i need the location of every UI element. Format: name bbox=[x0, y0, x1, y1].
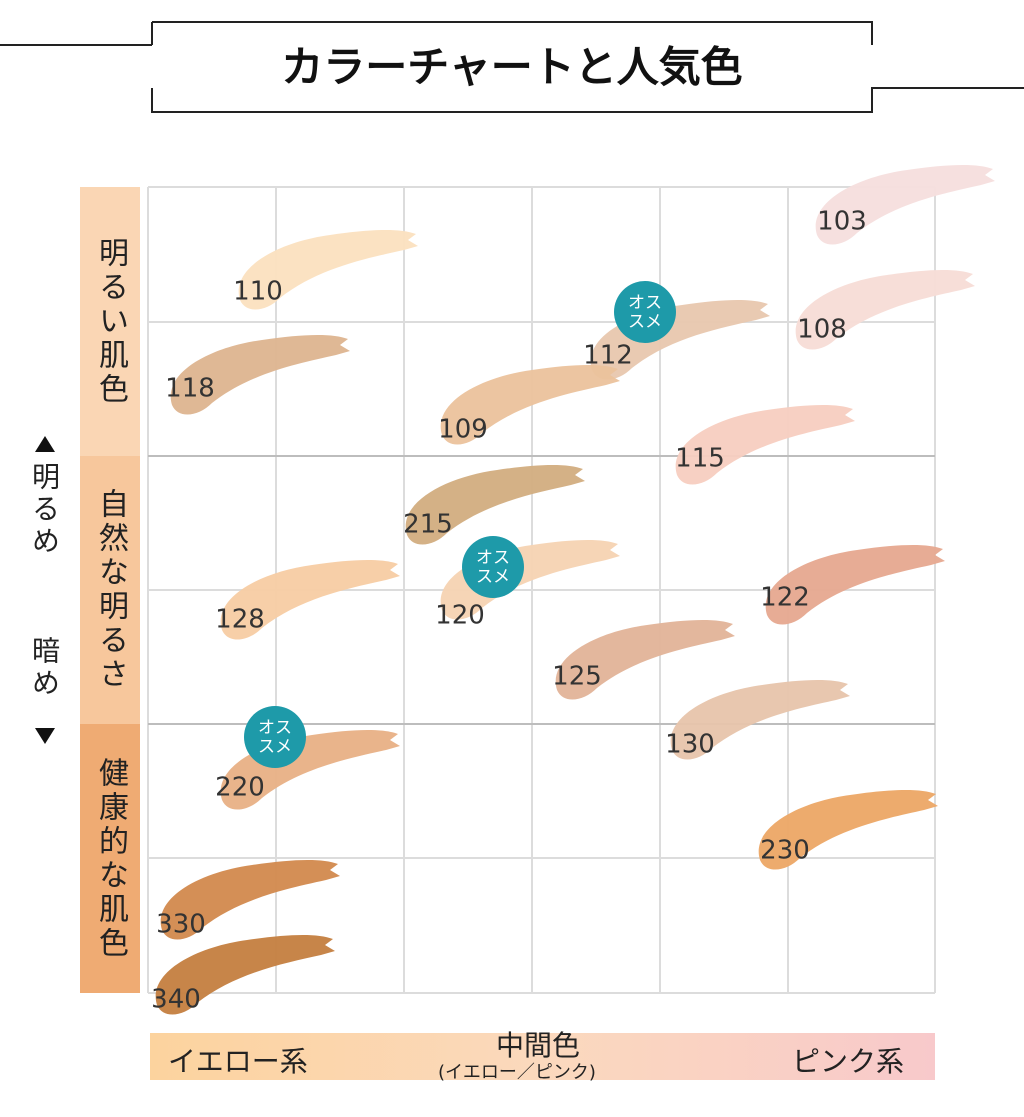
swatch-stroke bbox=[160, 859, 340, 940]
badge-text: スメ bbox=[258, 737, 292, 757]
swatch-label: 109 bbox=[438, 415, 488, 445]
swatch bbox=[405, 464, 585, 545]
swatch-label: 125 bbox=[552, 662, 602, 692]
row-band bbox=[80, 724, 140, 993]
y-axis-bottom: 暗め bbox=[28, 636, 61, 700]
swatch-label: 115 bbox=[675, 444, 725, 474]
swatch-stroke bbox=[815, 164, 995, 245]
swatch-label: 120 bbox=[435, 601, 485, 631]
title-frame bbox=[0, 21, 1024, 113]
swatch-stroke bbox=[670, 679, 850, 760]
swatch bbox=[155, 934, 335, 1015]
swatch bbox=[670, 679, 850, 760]
swatch-label: 220 bbox=[215, 773, 265, 803]
badge-text: オス bbox=[258, 718, 292, 738]
badge-text: オス bbox=[476, 548, 510, 568]
swatch bbox=[238, 229, 418, 310]
y-axis-top: 明るめ bbox=[28, 462, 61, 558]
swatch-label: 340 bbox=[151, 985, 201, 1015]
swatch-stroke bbox=[758, 789, 938, 870]
swatch bbox=[795, 269, 975, 350]
swatch bbox=[440, 364, 620, 445]
row-label: 自然な明るさ bbox=[93, 488, 128, 692]
swatch-stroke bbox=[155, 934, 335, 1015]
swatch bbox=[555, 619, 735, 700]
swatch-stroke bbox=[765, 544, 945, 625]
badge bbox=[244, 706, 306, 768]
badge-text: スメ bbox=[476, 567, 510, 587]
swatch bbox=[765, 544, 945, 625]
badge-text: オス bbox=[628, 293, 662, 313]
badge-text: スメ bbox=[628, 312, 662, 332]
swatch-stroke bbox=[238, 229, 418, 310]
row-label: 明るい肌色 bbox=[93, 236, 128, 407]
swatch-stroke bbox=[405, 464, 585, 545]
swatch-label: 330 bbox=[156, 910, 206, 940]
badge bbox=[462, 536, 524, 598]
swatch bbox=[160, 859, 340, 940]
swatch-label: 230 bbox=[760, 836, 810, 866]
swatch-stroke bbox=[795, 269, 975, 350]
swatch bbox=[758, 789, 938, 870]
swatch-stroke bbox=[170, 334, 350, 415]
swatch-label: 118 bbox=[165, 374, 215, 404]
swatch-stroke bbox=[440, 364, 620, 445]
swatch-label: 108 bbox=[797, 315, 847, 345]
x-axis-middle: 中間色 bbox=[496, 1029, 581, 1062]
swatch-label: 215 bbox=[403, 510, 453, 540]
x-axis-left: イエロー系 bbox=[168, 1045, 308, 1078]
swatch-label: 130 bbox=[665, 730, 715, 760]
x-axis-band bbox=[150, 1033, 935, 1080]
swatch-label: 122 bbox=[760, 583, 810, 613]
badge bbox=[614, 281, 676, 343]
swatch bbox=[675, 404, 855, 485]
swatch-stroke bbox=[675, 404, 855, 485]
swatch bbox=[220, 559, 400, 640]
swatch-stroke bbox=[555, 619, 735, 700]
row-label: 健康的な肌色 bbox=[93, 756, 128, 961]
swatch-stroke bbox=[220, 559, 400, 640]
swatch-label: 128 bbox=[215, 605, 265, 635]
x-axis-right: ピンク系 bbox=[792, 1045, 905, 1078]
row-band bbox=[80, 456, 140, 724]
row-band bbox=[80, 187, 140, 456]
x-axis-middle-note: (イエロー／ピンク) bbox=[438, 1062, 596, 1083]
swatch-label: 110 bbox=[233, 277, 283, 307]
swatch-label: 103 bbox=[817, 207, 867, 237]
swatch bbox=[815, 164, 995, 245]
title: カラーチャートと人気色 bbox=[281, 43, 743, 92]
swatch bbox=[170, 334, 350, 415]
